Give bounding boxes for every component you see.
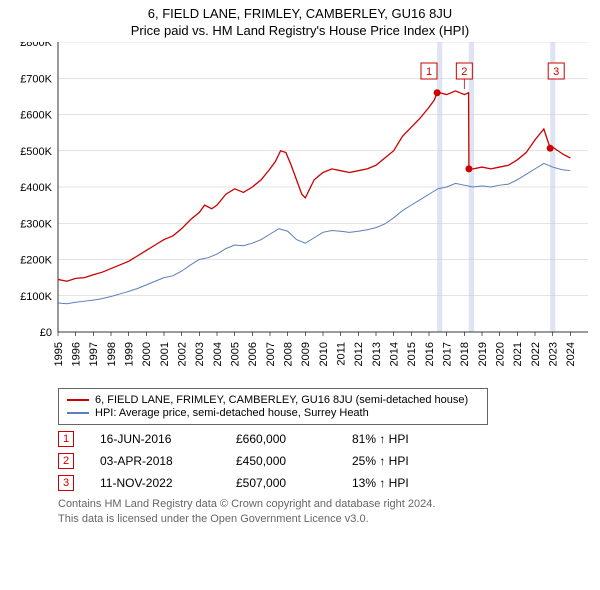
svg-text:2015: 2015 (406, 342, 418, 366)
marker-id-box: 3 (58, 475, 74, 491)
svg-text:1999: 1999 (124, 342, 136, 366)
chart-title: 6, FIELD LANE, FRIMLEY, CAMBERLEY, GU16 … (10, 6, 590, 21)
marker-id-box: 1 (58, 431, 74, 447)
svg-text:1: 1 (426, 66, 432, 78)
marker-price: £450,000 (236, 454, 326, 468)
svg-text:2020: 2020 (495, 342, 507, 366)
svg-text:2012: 2012 (353, 342, 365, 366)
svg-text:£500K: £500K (20, 146, 52, 158)
marker-row: 1 16-JUN-2016 £660,000 81% ↑ HPI (58, 431, 590, 447)
svg-text:£300K: £300K (20, 218, 52, 230)
svg-text:2006: 2006 (247, 342, 259, 366)
svg-text:2013: 2013 (371, 342, 383, 366)
svg-text:£200K: £200K (20, 255, 52, 267)
marker-pct: 25% ↑ HPI (352, 454, 472, 468)
svg-text:2014: 2014 (389, 342, 401, 366)
marker-price: £660,000 (236, 432, 326, 446)
svg-text:2000: 2000 (141, 342, 153, 366)
footnote: Contains HM Land Registry data © Crown c… (58, 497, 590, 527)
svg-text:£600K: £600K (20, 110, 52, 122)
svg-text:2017: 2017 (442, 342, 454, 366)
marker-date: 03-APR-2018 (100, 454, 210, 468)
svg-text:2018: 2018 (459, 342, 471, 366)
footnote-line: Contains HM Land Registry data © Crown c… (58, 497, 590, 512)
marker-date: 16-JUN-2016 (100, 432, 210, 446)
svg-text:2001: 2001 (159, 342, 171, 366)
legend-swatch (67, 399, 89, 401)
legend-item: HPI: Average price, semi-detached house,… (67, 407, 479, 419)
footnote-line: This data is licensed under the Open Gov… (58, 512, 590, 527)
marker-pct: 81% ↑ HPI (352, 432, 472, 446)
svg-text:£400K: £400K (20, 182, 52, 194)
svg-text:2022: 2022 (530, 342, 542, 366)
svg-text:2016: 2016 (424, 342, 436, 366)
svg-text:2024: 2024 (565, 342, 577, 366)
legend-label: HPI: Average price, semi-detached house,… (95, 407, 369, 419)
marker-row: 2 03-APR-2018 £450,000 25% ↑ HPI (58, 453, 590, 469)
svg-text:£700K: £700K (20, 73, 52, 85)
svg-text:2004: 2004 (212, 342, 224, 366)
svg-text:1996: 1996 (71, 342, 83, 366)
svg-text:1998: 1998 (106, 342, 118, 366)
svg-text:1997: 1997 (88, 342, 100, 366)
marker-table: 1 16-JUN-2016 £660,000 81% ↑ HPI 2 03-APR-201… (58, 431, 590, 491)
marker-pct: 13% ↑ HPI (352, 476, 472, 490)
svg-text:2021: 2021 (512, 342, 524, 366)
svg-text:2007: 2007 (265, 342, 277, 366)
chart-subtitle: Price paid vs. HM Land Registry's House … (10, 23, 590, 38)
marker-date: 11-NOV-2022 (100, 476, 210, 490)
svg-text:£800K: £800K (20, 42, 52, 49)
svg-text:£100K: £100K (20, 291, 52, 303)
marker-price: £507,000 (236, 476, 326, 490)
svg-text:2005: 2005 (230, 342, 242, 366)
svg-text:2023: 2023 (548, 342, 560, 366)
svg-text:3: 3 (553, 66, 559, 78)
svg-text:2002: 2002 (177, 342, 189, 366)
legend-item: 6, FIELD LANE, FRIMLEY, CAMBERLEY, GU16 … (67, 394, 479, 406)
svg-text:2003: 2003 (194, 342, 206, 366)
svg-text:£0: £0 (40, 327, 52, 339)
legend-swatch (67, 412, 89, 414)
svg-text:2010: 2010 (318, 342, 330, 366)
svg-text:2: 2 (461, 66, 467, 78)
marker-row: 3 11-NOV-2022 £507,000 13% ↑ HPI (58, 475, 590, 491)
svg-text:2008: 2008 (283, 342, 295, 366)
chart-area: £0 £100K £200K £300K £400K £500K £600K £700K £80… (10, 42, 590, 382)
legend: 6, FIELD LANE, FRIMLEY, CAMBERLEY, GU16 … (58, 388, 488, 425)
svg-text:2009: 2009 (300, 342, 312, 366)
svg-text:1995: 1995 (53, 342, 65, 366)
line-chart-svg: £0 £100K £200K £300K £400K £500K £600K £700K £80… (10, 42, 590, 382)
svg-text:2011: 2011 (336, 342, 348, 366)
legend-label: 6, FIELD LANE, FRIMLEY, CAMBERLEY, GU16 … (95, 394, 468, 406)
marker-id-box: 2 (58, 453, 74, 469)
svg-text:2019: 2019 (477, 342, 489, 366)
